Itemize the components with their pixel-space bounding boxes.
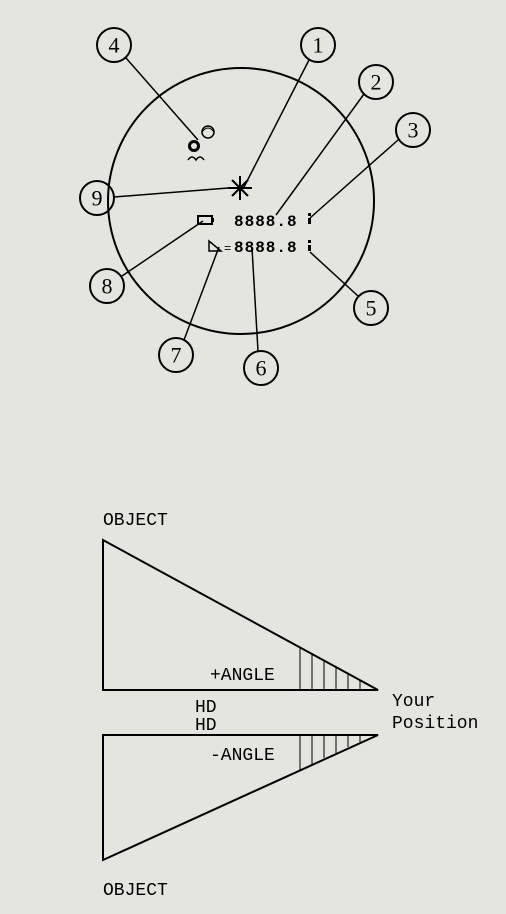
leader-8: [122, 221, 203, 276]
plus-angle-label: +ANGLE: [210, 666, 275, 686]
object-bottom-label: OBJECT: [103, 881, 168, 901]
callout-6-label: 6: [256, 356, 267, 381]
leader-6: [252, 248, 258, 351]
hd-bottom-label: HD: [195, 716, 217, 736]
callout-7-label: 7: [171, 343, 182, 368]
unit-indicator-bottom: [308, 240, 311, 251]
callout-8-label: 8: [102, 274, 113, 299]
callout-3-label: 3: [408, 118, 419, 143]
minus-angle-hatch: [300, 735, 360, 770]
callout-1-label: 1: [313, 33, 324, 58]
callout-9-label: 9: [92, 186, 103, 211]
distance-readout: 8888.8: [234, 213, 298, 231]
leader-7: [184, 247, 219, 340]
hd-top-label: HD: [195, 698, 217, 718]
mode-icons-cluster: [188, 126, 214, 160]
lcd-callout-diagram: 8888.8 = 8888.8 1 2 3 4 5 6 7 8 9: [0, 0, 506, 420]
plus-angle-hatch: [300, 648, 360, 690]
leader-9: [114, 188, 228, 197]
angle-readout: 8888.8: [234, 239, 298, 257]
leader-5: [310, 252, 358, 296]
object-top-label: OBJECT: [103, 511, 168, 531]
viewfinder-circle: [108, 68, 374, 334]
leader-4: [126, 58, 198, 140]
callout-2-label: 2: [371, 70, 382, 95]
svg-text:=: =: [224, 242, 231, 256]
callout-5-label: 5: [366, 296, 377, 321]
your-position-line2: Position: [392, 714, 478, 734]
leader-1: [243, 60, 309, 189]
leader-2: [276, 94, 364, 215]
minus-angle-label: -ANGLE: [210, 746, 275, 766]
angle-triangle-diagram: OBJECT +ANGLE HD Your Position HD -ANGLE…: [0, 420, 506, 914]
callout-4-label: 4: [109, 33, 120, 58]
your-position-line1: Your: [392, 692, 435, 712]
angle-icon: =: [209, 241, 231, 256]
leader-3: [310, 140, 398, 218]
